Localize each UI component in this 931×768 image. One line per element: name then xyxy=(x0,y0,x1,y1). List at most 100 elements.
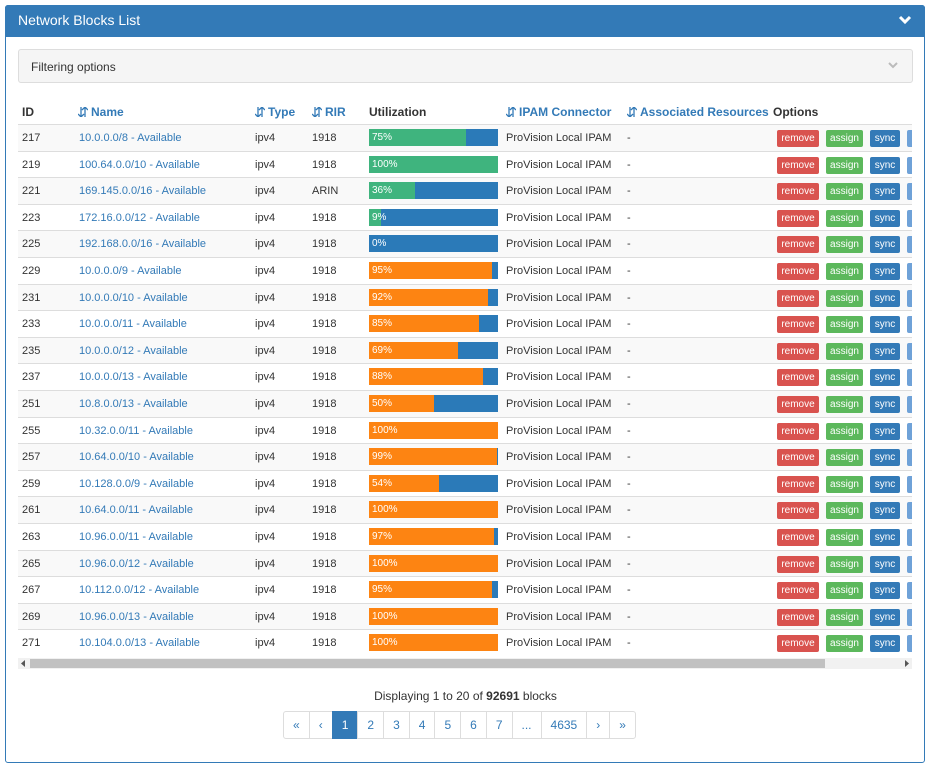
cell-name[interactable]: 10.112.0.0/12 - Available xyxy=(79,584,200,597)
action-button[interactable]: remove xyxy=(777,422,819,440)
cell-name[interactable]: 169.145.0.0/16 - Available xyxy=(79,185,207,198)
column-header[interactable]: RIR xyxy=(311,105,346,119)
cell-name[interactable]: 10.0.0.0/12 - Available xyxy=(79,344,188,357)
page-button[interactable]: 5 xyxy=(434,711,462,739)
action-button[interactable]: remove xyxy=(777,635,819,653)
action-button[interactable]: sync xyxy=(870,555,900,573)
action-button-more[interactable] xyxy=(907,422,912,440)
action-button-more[interactable] xyxy=(907,369,912,387)
page-button[interactable]: 2 xyxy=(357,711,385,739)
cell-name[interactable]: 10.128.0.0/9 - Available xyxy=(79,477,194,490)
action-button-more[interactable] xyxy=(907,183,912,201)
column-label[interactable]: Associated Resources xyxy=(640,105,769,119)
action-button[interactable]: assign xyxy=(826,529,863,546)
action-button[interactable]: remove xyxy=(777,156,819,174)
action-button-more[interactable] xyxy=(907,342,912,360)
action-button[interactable]: remove xyxy=(777,236,819,254)
action-button[interactable]: assign xyxy=(826,475,863,493)
scroll-left[interactable] xyxy=(20,660,26,667)
column-label[interactable]: IPAM Connector xyxy=(519,105,612,119)
action-button[interactable]: remove xyxy=(777,342,819,360)
column-header[interactable]: Associated Resources xyxy=(626,105,769,119)
cell-name[interactable]: 10.0.0.0/8 - Available xyxy=(79,132,182,144)
action-button[interactable]: sync xyxy=(870,316,900,334)
action-button[interactable]: assign xyxy=(826,183,863,201)
action-button[interactable]: remove xyxy=(777,555,819,573)
action-button[interactable]: assign xyxy=(826,369,863,387)
action-button[interactable]: assign xyxy=(826,502,863,520)
action-button-more[interactable] xyxy=(907,502,912,520)
action-button[interactable]: sync xyxy=(870,608,900,626)
action-button[interactable]: sync xyxy=(870,449,900,467)
scroll-right[interactable] xyxy=(904,660,910,667)
action-button[interactable]: sync xyxy=(870,396,900,413)
cell-name[interactable]: 10.32.0.0/11 - Available xyxy=(79,424,193,437)
action-button[interactable]: assign xyxy=(826,263,863,280)
page-button[interactable]: 6 xyxy=(460,711,487,739)
action-button-more[interactable] xyxy=(907,236,912,254)
action-button[interactable]: remove xyxy=(777,209,819,227)
cell-name[interactable]: 10.64.0.0/10 - Available xyxy=(79,451,194,464)
column-label[interactable]: Name xyxy=(91,105,124,119)
action-button[interactable]: sync xyxy=(870,635,900,653)
action-button[interactable]: assign xyxy=(826,449,863,467)
page-button[interactable]: 3 xyxy=(383,711,410,739)
action-button[interactable]: sync xyxy=(870,582,900,600)
action-button-more[interactable] xyxy=(907,289,912,307)
action-button[interactable]: assign xyxy=(826,236,863,254)
action-button[interactable]: sync xyxy=(870,342,900,360)
page-button[interactable]: › xyxy=(586,711,611,739)
column-header[interactable]: Name xyxy=(77,105,124,119)
action-button[interactable]: remove xyxy=(777,529,819,546)
cell-name[interactable]: 10.96.0.0/13 - Available xyxy=(79,610,194,623)
page-button[interactable]: ... xyxy=(511,711,542,739)
action-button[interactable]: sync xyxy=(870,209,900,227)
action-button-more[interactable] xyxy=(907,475,912,493)
h-scrollbar[interactable] xyxy=(18,658,912,669)
action-button[interactable]: remove xyxy=(777,582,819,600)
action-button[interactable]: sync xyxy=(870,289,900,307)
cell-name[interactable]: 10.96.0.0/11 - Available xyxy=(79,531,193,543)
collapse-icon[interactable] xyxy=(898,14,912,26)
action-button[interactable]: remove xyxy=(777,369,819,387)
cell-name[interactable]: 10.0.0.0/10 - Available xyxy=(79,291,188,304)
action-button[interactable]: sync xyxy=(870,156,900,174)
column-header[interactable]: Type xyxy=(254,105,295,119)
action-button-more[interactable] xyxy=(907,529,912,546)
action-button[interactable]: assign xyxy=(826,396,863,413)
page-button[interactable]: 4635 xyxy=(540,711,588,739)
action-button[interactable]: remove xyxy=(777,502,819,520)
action-button[interactable]: sync xyxy=(870,502,900,520)
action-button-more[interactable] xyxy=(907,582,912,600)
page-button[interactable]: » xyxy=(609,711,636,739)
action-button[interactable]: assign xyxy=(826,156,863,174)
action-button[interactable]: remove xyxy=(777,289,819,307)
action-button[interactable]: remove xyxy=(777,316,819,334)
action-button[interactable]: assign xyxy=(826,130,863,147)
action-button-more[interactable] xyxy=(907,635,912,653)
action-button[interactable]: sync xyxy=(870,263,900,280)
action-button-more[interactable] xyxy=(907,449,912,467)
action-button[interactable]: remove xyxy=(777,475,819,493)
cell-name[interactable]: 10.0.0.0/13 - Available xyxy=(79,371,188,384)
action-button[interactable]: assign xyxy=(826,422,863,440)
action-button-more[interactable] xyxy=(907,316,912,334)
action-button-more[interactable] xyxy=(907,555,912,573)
action-button-more[interactable] xyxy=(907,396,912,413)
action-button[interactable]: assign xyxy=(826,582,863,600)
action-button-more[interactable] xyxy=(907,130,912,147)
action-button[interactable]: assign xyxy=(826,608,863,626)
action-button[interactable]: assign xyxy=(826,209,863,227)
action-button-more[interactable] xyxy=(907,209,912,227)
action-button[interactable]: sync xyxy=(870,236,900,254)
action-button[interactable]: sync xyxy=(870,183,900,201)
cell-name[interactable]: 10.104.0.0/13 - Available xyxy=(79,637,200,650)
cell-name[interactable]: 192.168.0.0/16 - Available xyxy=(79,238,207,251)
action-button-more[interactable] xyxy=(907,156,912,174)
filter-bar[interactable]: Filtering options xyxy=(18,49,913,83)
cell-name[interactable]: 10.0.0.0/11 - Available xyxy=(79,318,187,331)
action-button[interactable]: remove xyxy=(777,608,819,626)
action-button[interactable]: remove xyxy=(777,130,819,147)
action-button-more[interactable] xyxy=(907,263,912,280)
cell-name[interactable]: 10.96.0.0/12 - Available xyxy=(79,557,194,570)
